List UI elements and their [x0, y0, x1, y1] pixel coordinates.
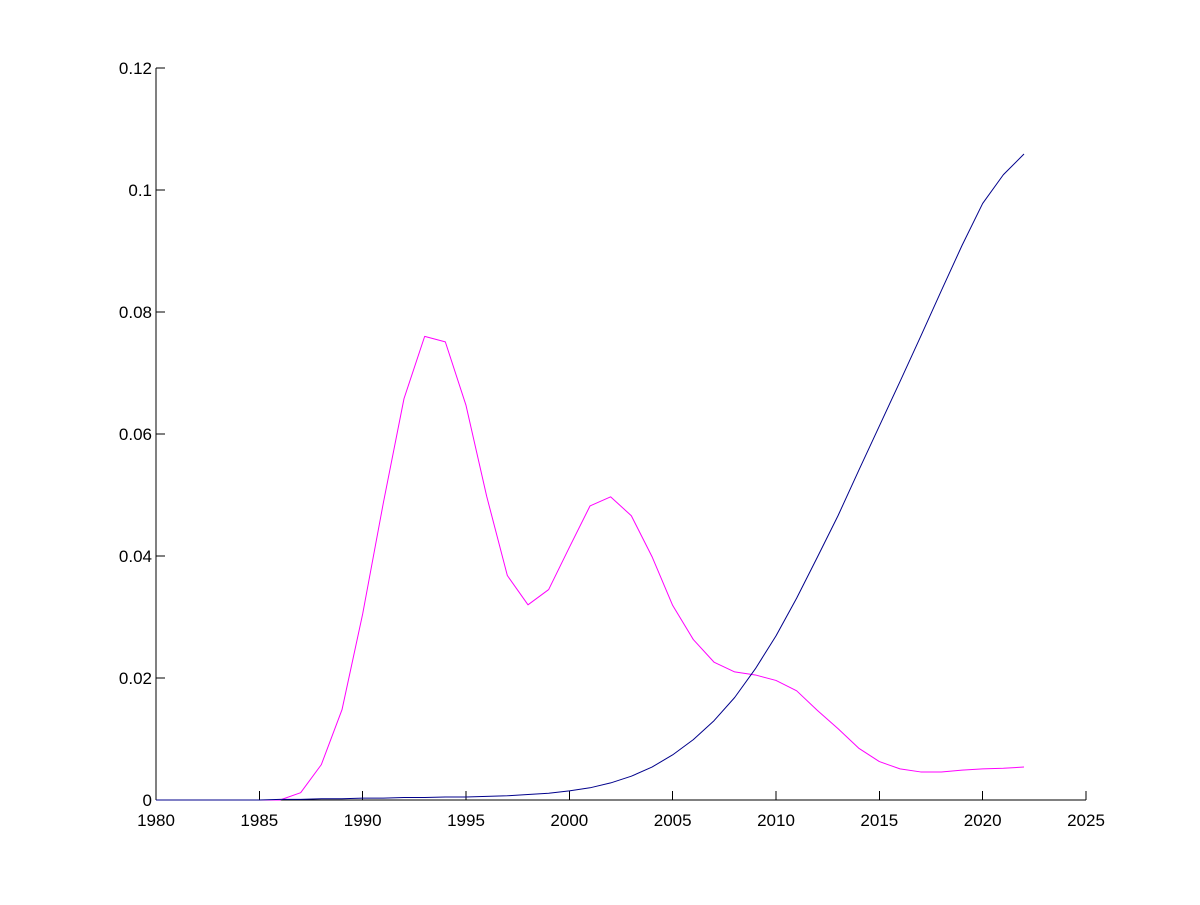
- x-tick-label: 1980: [137, 811, 175, 830]
- series-layer: [156, 153, 1025, 801]
- x-tick-label: 2010: [757, 811, 795, 830]
- x-tick-label: 2020: [964, 811, 1002, 830]
- y-tick-label: 0: [143, 791, 152, 810]
- series-line-1: [156, 335, 1025, 801]
- axes: 1980 1985 1990 1995 2000 2005 2010 2015 2020 2025…: [119, 59, 1105, 830]
- x-tick-label: 1995: [447, 811, 485, 830]
- series-line-2: [156, 153, 1025, 801]
- x-tick-label: 2025: [1067, 811, 1105, 830]
- y-tick-label: 0.06: [119, 425, 152, 444]
- y-tick-label: 0.1: [128, 181, 152, 200]
- y-tick-label: 0.02: [119, 669, 152, 688]
- x-tick-label: 2005: [654, 811, 692, 830]
- x-tick-label: 2000: [550, 811, 588, 830]
- y-tick-label: 0.04: [119, 547, 152, 566]
- x-tick-label: 1990: [344, 811, 382, 830]
- x-tick-label: 1985: [240, 811, 278, 830]
- x-tick-label: 2015: [860, 811, 898, 830]
- y-tick-label: 0.12: [119, 59, 152, 78]
- y-tick-label: 0.08: [119, 303, 152, 322]
